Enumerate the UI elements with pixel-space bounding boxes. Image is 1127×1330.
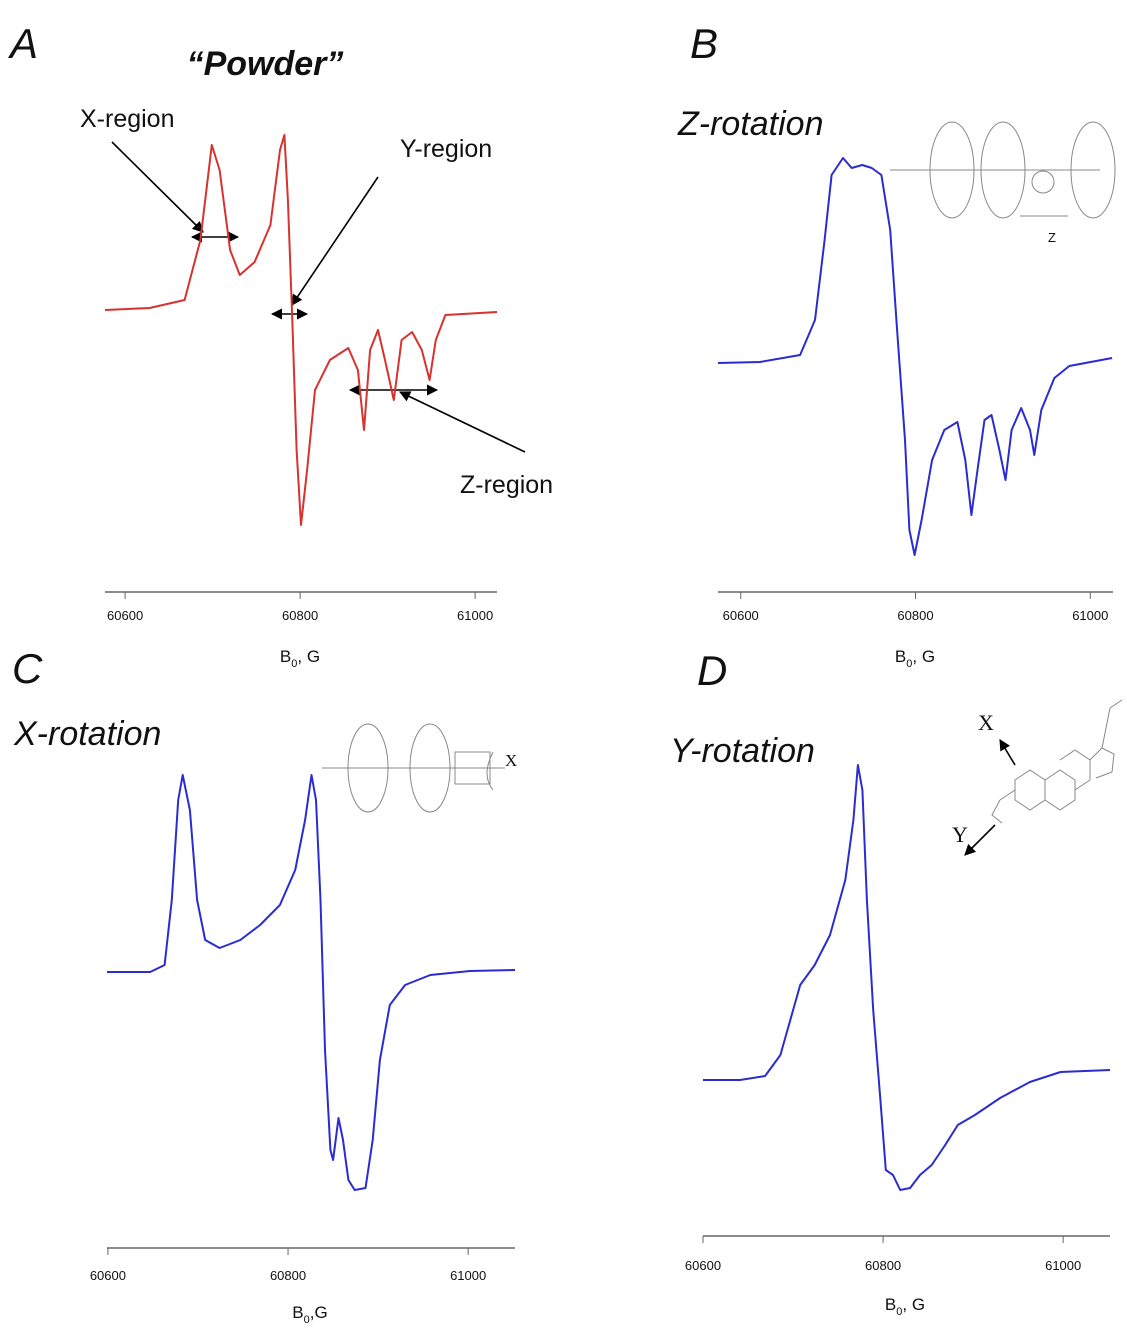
- x-tick-label: 61000: [457, 608, 493, 623]
- x-tick-label: 61000: [1045, 1258, 1081, 1273]
- x-axis-label-part: 0: [291, 658, 297, 670]
- x-axis-label-part: B: [292, 1303, 303, 1322]
- x-axis-label-part: ,G: [310, 1303, 328, 1322]
- molecule-inset: [322, 723, 505, 813]
- annotation: Y-region: [400, 135, 492, 163]
- chart-title: “Powder”: [187, 45, 344, 83]
- x-axis-label-part: 0: [906, 658, 912, 670]
- x-axis-label-part: , G: [912, 647, 935, 666]
- x-axis-label-part: B: [280, 647, 291, 666]
- molecule-inset: [890, 121, 1116, 219]
- panel-label: C: [12, 645, 43, 692]
- spectrum-line: [717, 157, 1113, 556]
- x-axis-label-part: B: [885, 1295, 896, 1314]
- axis-label: Z: [1048, 230, 1056, 245]
- x-axis-label: B0,G: [292, 1303, 327, 1326]
- axis-label: Y: [952, 822, 968, 847]
- spectrum-line: [107, 774, 516, 1191]
- x-axis-label-part: , G: [297, 647, 320, 666]
- x-axis-label-part: B: [895, 647, 906, 666]
- chart-title: X-rotation: [13, 715, 161, 753]
- x-tick-label: 61000: [1072, 608, 1108, 623]
- x-axis-label: B0, G: [895, 647, 935, 670]
- panel-label: B: [690, 20, 718, 67]
- x-axis-label-part: 0: [304, 1314, 310, 1326]
- x-tick-label: 60600: [685, 1258, 721, 1273]
- x-tick-label: 60800: [897, 608, 933, 623]
- spectrum-line: [703, 764, 1111, 1191]
- x-tick-label: 60800: [282, 608, 318, 623]
- x-axis-label: B0, G: [885, 1295, 925, 1318]
- x-tick-label: 61000: [450, 1268, 486, 1283]
- spectrum-line: [104, 134, 498, 526]
- panel-label: A: [7, 20, 38, 67]
- x-axis-label-part: 0: [896, 1306, 902, 1318]
- molecule-inset: [964, 699, 1123, 856]
- x-tick-label: 60600: [107, 608, 143, 623]
- x-tick-label: 60600: [723, 608, 759, 623]
- chart-title: Y-rotation: [670, 732, 815, 770]
- annotation: Z-region: [460, 471, 553, 499]
- axis-label: X: [505, 751, 517, 770]
- annotation: X-region: [80, 105, 175, 133]
- x-axis-label-part: , G: [902, 1295, 925, 1314]
- x-tick-label: 60600: [90, 1268, 126, 1283]
- chart-title: Z-rotation: [677, 105, 824, 143]
- panel-label: D: [697, 647, 727, 694]
- axis-label: X: [978, 710, 994, 735]
- x-tick-label: 60800: [865, 1258, 901, 1273]
- x-tick-label: 60800: [270, 1268, 306, 1283]
- arrows: [111, 141, 526, 453]
- x-axis-label: B0, G: [280, 647, 320, 670]
